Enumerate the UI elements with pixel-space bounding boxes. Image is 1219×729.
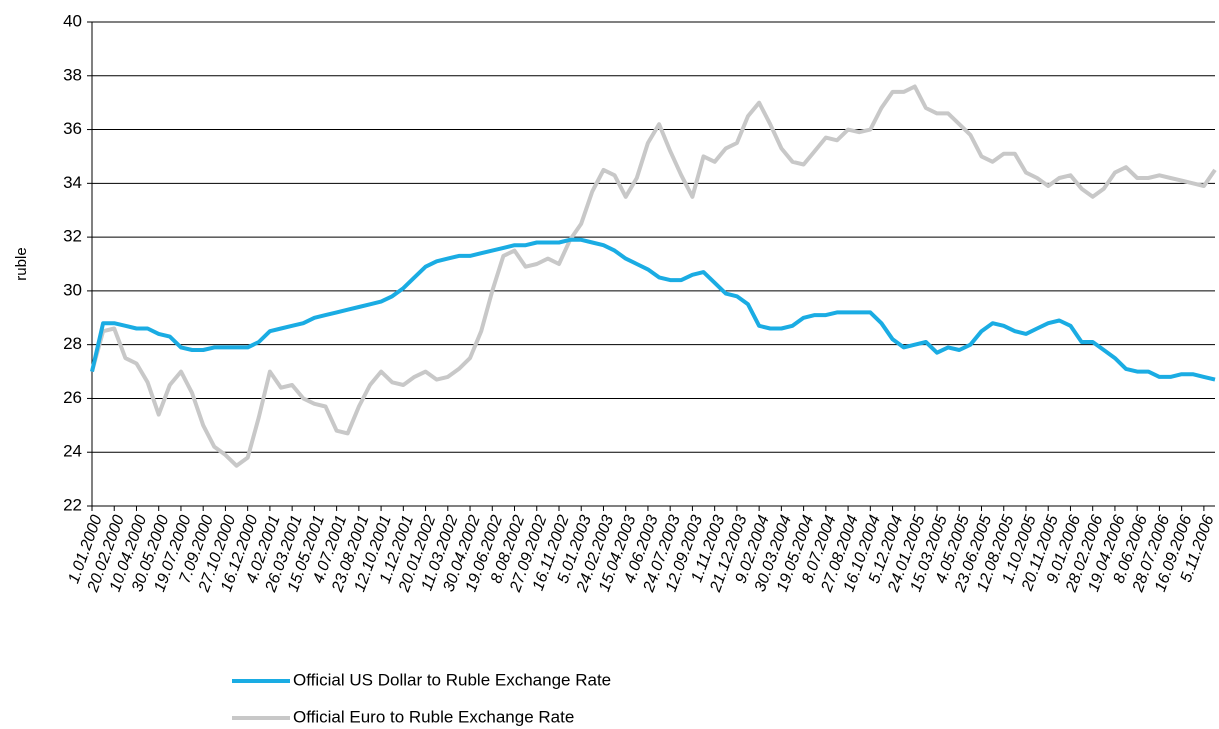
y-axis-label: ruble [13, 247, 30, 280]
y-tick-label: 24 [63, 442, 82, 461]
y-tick-label: 26 [63, 388, 82, 407]
legend-label: Official US Dollar to Ruble Exchange Rat… [293, 670, 611, 689]
y-tick-label: 34 [63, 173, 82, 192]
y-tick-label: 28 [63, 334, 82, 353]
y-tick-label: 32 [63, 227, 82, 246]
y-tick-label: 38 [63, 65, 82, 84]
legend-label: Official Euro to Ruble Exchange Rate [293, 707, 574, 726]
y-tick-label: 40 [63, 11, 82, 30]
line-series [90, 237, 1216, 382]
line-series [90, 84, 1217, 468]
y-tick-label: 22 [63, 495, 82, 514]
y-tick-label: 36 [63, 119, 82, 138]
y-tick-label: 30 [63, 280, 82, 299]
